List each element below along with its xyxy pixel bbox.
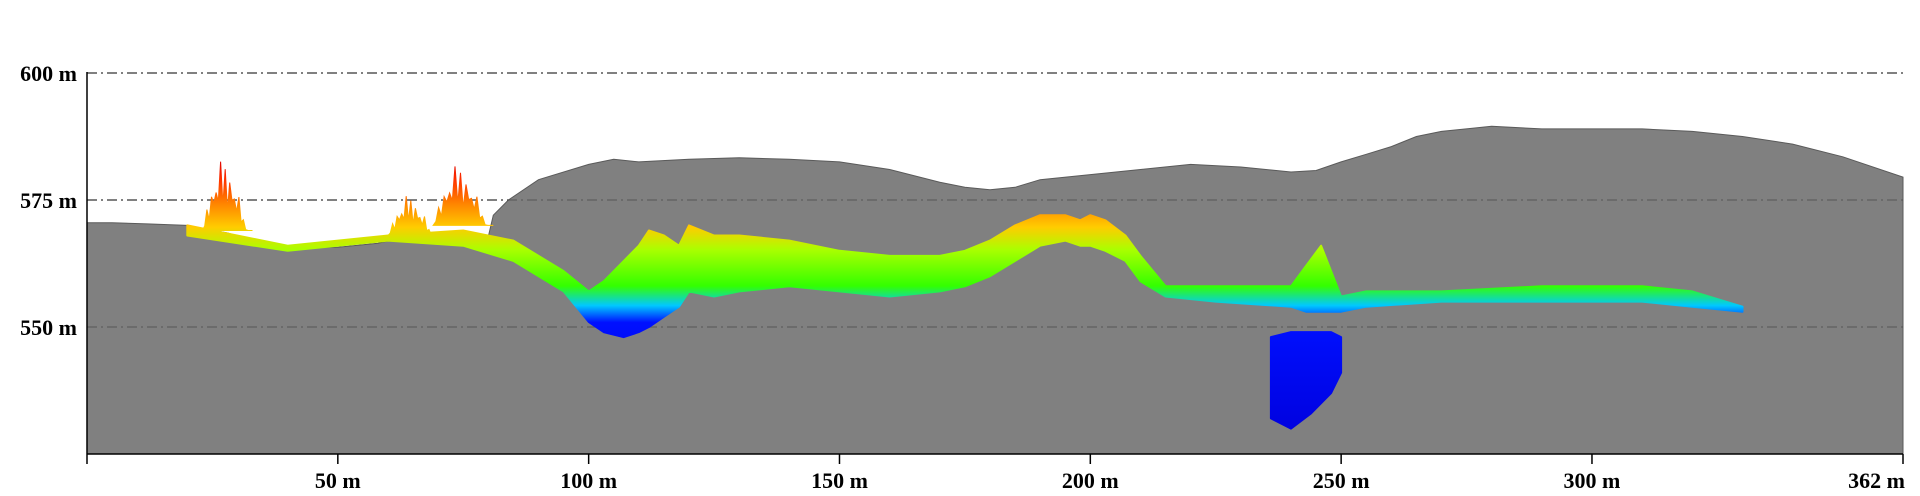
cave-passages	[186, 214, 1744, 430]
x-tick-label-250: 250 m	[1313, 468, 1370, 493]
tree-cluster-3	[432, 166, 494, 226]
tree-clusters	[201, 161, 494, 236]
y-tick-label-600: 600 m	[20, 61, 77, 86]
x-tick-label-150: 150 m	[811, 468, 868, 493]
rock-profile	[86, 72, 1904, 455]
y-tick-label-550: 550 m	[20, 315, 77, 340]
x-tick-label-362: 362 m	[1848, 468, 1905, 493]
y-tick-label-575: 575 m	[20, 188, 77, 213]
x-tick-label-50: 50 m	[315, 468, 361, 493]
tree-cluster-2	[386, 196, 439, 236]
x-tick-label-300: 300 m	[1564, 468, 1621, 493]
x-tick-label-200: 200 m	[1062, 468, 1119, 493]
x-tick-label-100: 100 m	[560, 468, 617, 493]
tree-cluster-1	[201, 161, 253, 231]
rock-area	[86, 125, 1904, 455]
cave-passage-1	[186, 214, 1744, 339]
axes: 50 m 100 m 150 m 200 m 250 m 300 m 362 m 600 m 5…	[20, 61, 1905, 493]
cave-passage-2	[1269, 331, 1343, 430]
